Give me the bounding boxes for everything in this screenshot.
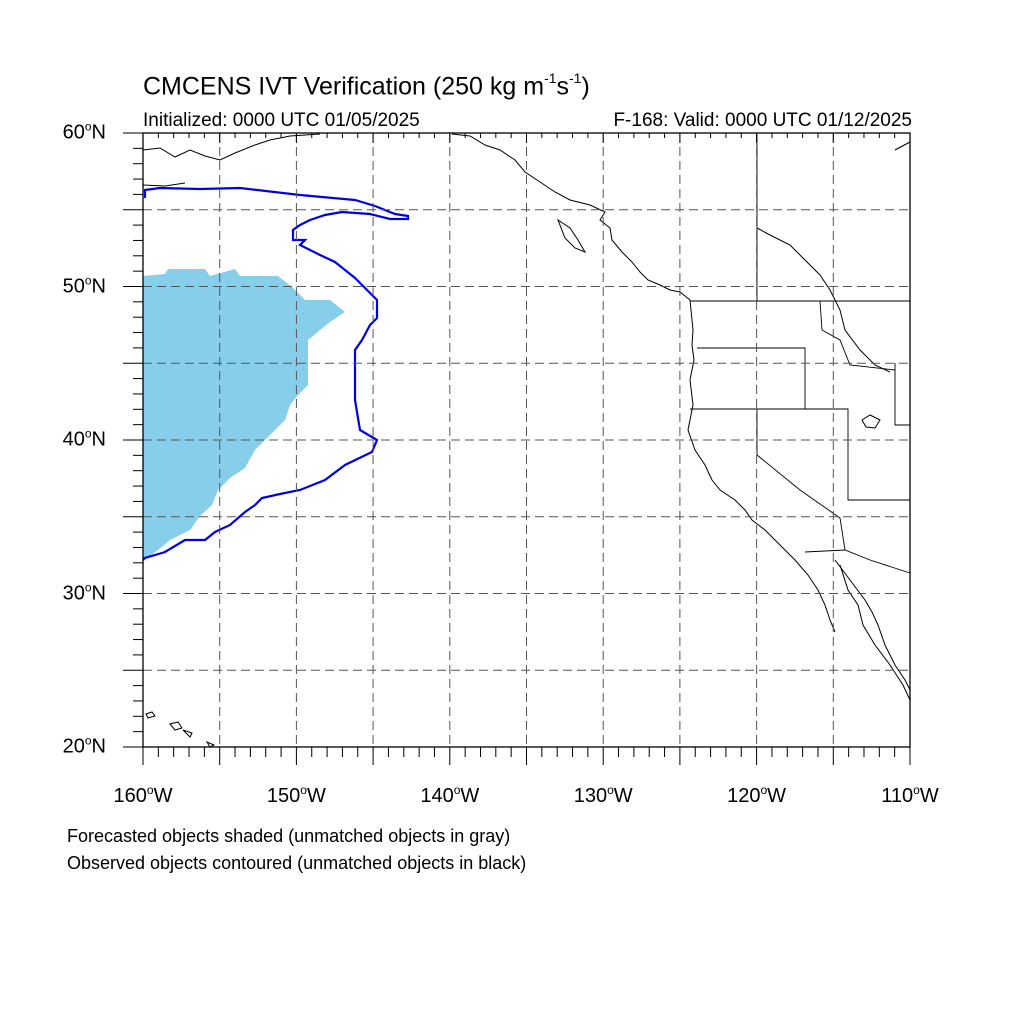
latitude-label: 20oN: [62, 733, 106, 758]
coastline: [142, 133, 911, 701]
legend-forecast-note: Forecasted objects shaded (unmatched obj…: [67, 826, 511, 846]
forecast-object-shaded: [143, 269, 345, 560]
longitude-label: 110oW: [881, 783, 939, 807]
state-borders: [690, 134, 911, 574]
longitude-label: 120oW: [727, 783, 787, 807]
initialized-time: Initialized: 0000 UTC 01/05/2025: [143, 110, 420, 131]
longitude-label: 160oW: [113, 783, 173, 807]
latitude-label: 30oN: [62, 580, 106, 604]
islands: [145, 218, 881, 748]
graticule: [143, 133, 910, 747]
legend-observed-note: Observed objects contoured (unmatched ob…: [67, 853, 527, 873]
longitude-label: 140oW: [420, 783, 480, 807]
longitude-label: 150oW: [266, 783, 326, 807]
axis-ticks: [123, 132, 911, 765]
longitude-label: 130oW: [573, 783, 633, 807]
map-frame: [142, 132, 911, 748]
valid-time: F-168: Valid: 0000 UTC 01/12/2025: [613, 110, 912, 131]
latitude-label: 50oN: [62, 273, 106, 297]
observed-object-contour: [142, 186, 410, 561]
latitude-label: 40oN: [62, 426, 106, 451]
latitude-label: 60oN: [62, 119, 106, 144]
map-title: CMCENS IVT Verification (250 kg m-1s-1): [143, 70, 590, 101]
